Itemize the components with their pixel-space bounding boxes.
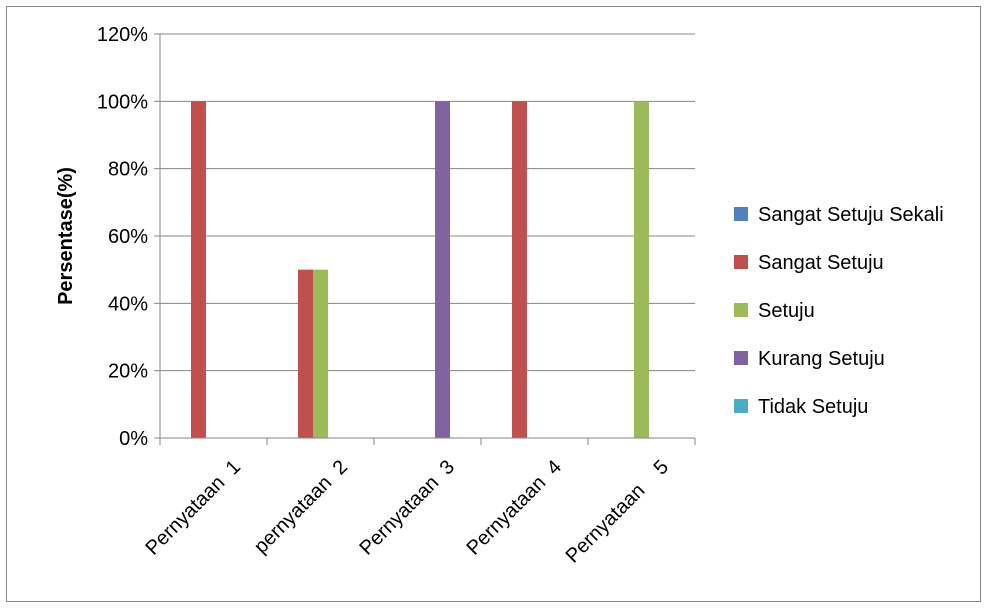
- x-tick-label: Pernyataan 3: [355, 456, 459, 560]
- legend-swatch: [734, 399, 748, 413]
- y-tick-label: 20%: [108, 361, 148, 383]
- legend-swatch: [734, 255, 748, 269]
- bar: [298, 269, 313, 438]
- legend-label: Sangat Setuju Sekali: [758, 204, 944, 226]
- legend-swatch: [734, 303, 748, 317]
- legend: Sangat Setuju Sekali Sangat Setuju Setuju K…: [734, 204, 944, 418]
- bar: [512, 101, 527, 438]
- chart-frame: [6, 6, 981, 602]
- bar: [634, 101, 649, 438]
- axes: 0% 20% 40% 60% 80% 100% 120% Pernyataan 1 pernya…: [97, 24, 696, 567]
- y-tick-label: 0%: [119, 428, 148, 450]
- bar: [191, 101, 206, 438]
- legend-label: Setuju: [758, 300, 815, 322]
- y-axis-title: Persentase(%): [55, 167, 77, 305]
- x-tick-label: Pernyataan 4: [462, 456, 566, 560]
- y-tick-label: 40%: [108, 293, 148, 315]
- bar: [435, 101, 450, 438]
- y-tick-label: 80%: [108, 159, 148, 181]
- legend-label: Kurang Setuju: [758, 348, 885, 370]
- y-tick-label: 60%: [108, 226, 148, 248]
- x-tick-label: Pernyataan 1: [141, 456, 245, 560]
- bar: [313, 269, 328, 438]
- legend-label: Sangat Setuju: [758, 252, 884, 274]
- legend-swatch: [734, 207, 748, 221]
- legend-label: Tidak Setuju: [758, 396, 868, 418]
- legend-swatch: [734, 351, 748, 365]
- y-tick-label: 100%: [97, 91, 148, 113]
- y-tick-label: 120%: [97, 24, 148, 46]
- x-tick-label: Pernyataan 5: [562, 456, 673, 567]
- x-tick-label: pernyataan 2: [250, 456, 352, 558]
- gridlines: [160, 33, 695, 372]
- bars: [191, 101, 649, 438]
